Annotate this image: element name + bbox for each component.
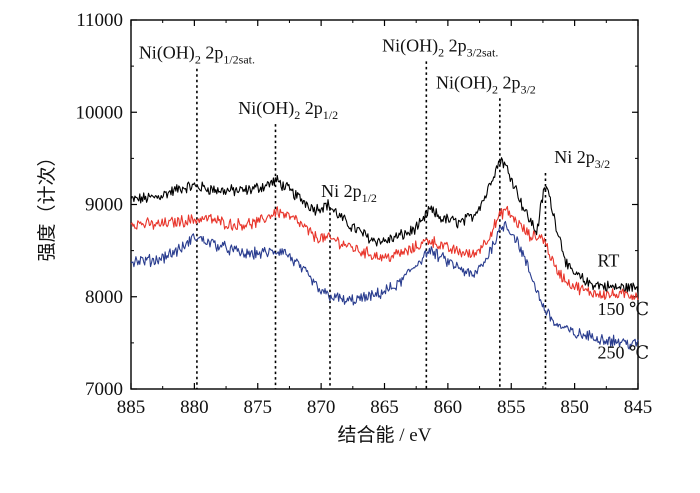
- x-tick-label: 850: [560, 397, 589, 418]
- x-tick-label: 855: [497, 397, 526, 418]
- y-axis-title: 强度（计次）: [36, 147, 58, 261]
- y-tick-label: 8000: [85, 287, 123, 308]
- series-line-0: [130, 157, 639, 294]
- plot-frame: [130, 19, 639, 390]
- peak-annotation: Ni 2p3/2: [554, 147, 610, 171]
- y-tick-label: 11000: [76, 10, 123, 31]
- series-label-1: 150 ℃: [597, 299, 649, 319]
- x-tick-label: 870: [307, 397, 336, 418]
- series-label-0: RT: [597, 250, 619, 270]
- x-tick-label: 845: [624, 397, 653, 418]
- series-line-1: [130, 205, 639, 301]
- x-axis-title: 结合能 / eV: [338, 424, 432, 446]
- y-tick-label: 7000: [85, 379, 123, 400]
- plot-area: 885 880 875 870 865 860 855 850 845 7000 8000 9000 1…: [36, 10, 652, 446]
- x-tick-label: 865: [370, 397, 399, 418]
- peak-annotation: Ni 2p1/2: [321, 181, 377, 205]
- x-tick-label: 885: [117, 397, 146, 418]
- series-label-2: 250 ℃: [597, 343, 649, 363]
- y-tick-label: 10000: [76, 102, 124, 123]
- x-tick-label: 880: [180, 397, 209, 418]
- x-tick-label: 860: [434, 397, 463, 418]
- peak-annotation: Ni(OH)2 2p1/2sat.: [139, 43, 255, 67]
- x-tick-label: 875: [244, 397, 273, 418]
- peak-annotation: Ni(OH)2 2p3/2: [436, 72, 536, 96]
- peak-annotation: Ni(OH)2 2p3/2sat.: [382, 35, 498, 59]
- peak-annotation: Ni(OH)2 2p1/2: [238, 98, 338, 122]
- y-tick-label: 9000: [85, 195, 123, 216]
- series-line-2: [130, 220, 639, 350]
